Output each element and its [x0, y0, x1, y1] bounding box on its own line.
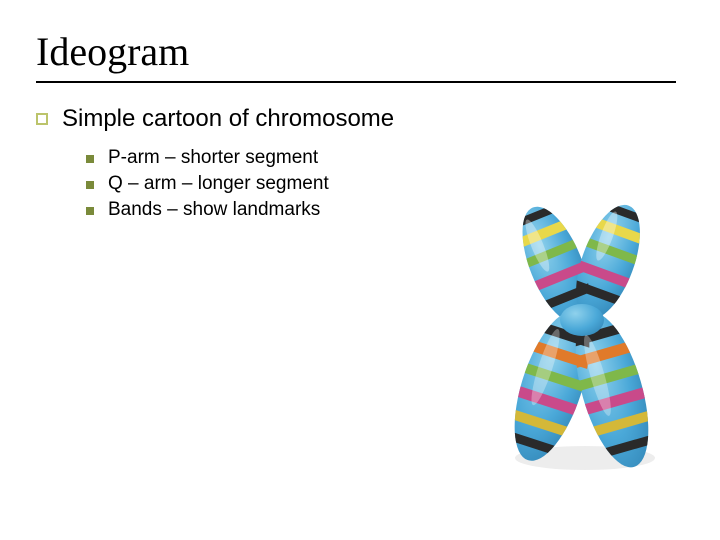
centromere — [560, 304, 604, 336]
hollow-square-icon — [36, 113, 48, 125]
square-icon — [86, 155, 94, 163]
level2-text: Q – arm – longer segment — [108, 173, 329, 195]
chromosome-graphic — [490, 190, 670, 470]
level2-text: Bands – show landmarks — [108, 199, 320, 221]
page-title: Ideogram — [36, 28, 676, 83]
square-icon — [86, 181, 94, 189]
level2-text: P-arm – shorter segment — [108, 147, 318, 169]
list-item: Simple cartoon of chromosome — [36, 105, 684, 133]
list-item: P-arm – shorter segment — [86, 147, 684, 169]
square-icon — [86, 207, 94, 215]
level1-text: Simple cartoon of chromosome — [62, 105, 394, 133]
